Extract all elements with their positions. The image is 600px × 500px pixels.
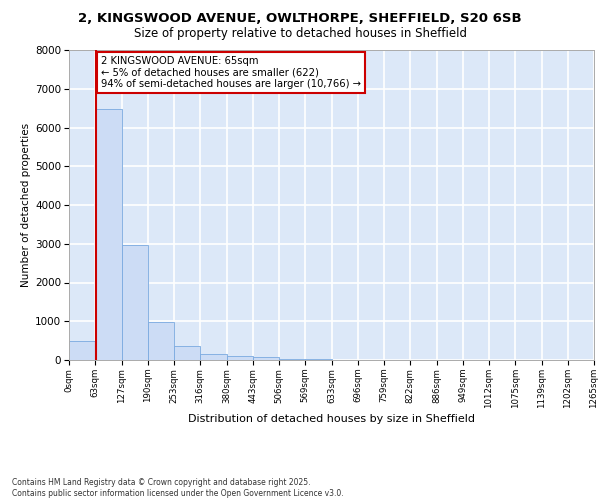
- Bar: [148, 322, 174, 360]
- Text: 2, KINGSWOOD AVENUE, OWLTHORPE, SHEFFIELD, S20 6SB: 2, KINGSWOOD AVENUE, OWLTHORPE, SHEFFIEL…: [78, 12, 522, 26]
- Text: Contains HM Land Registry data © Crown copyright and database right 2025.
Contai: Contains HM Land Registry data © Crown c…: [12, 478, 344, 498]
- Bar: [95, 109, 122, 360]
- Bar: [253, 357, 279, 360]
- Text: Size of property relative to detached houses in Sheffield: Size of property relative to detached ho…: [133, 28, 467, 40]
- Bar: [279, 359, 305, 360]
- Bar: [200, 354, 227, 360]
- Bar: [227, 356, 253, 360]
- Bar: [122, 245, 148, 360]
- X-axis label: Distribution of detached houses by size in Sheffield: Distribution of detached houses by size …: [188, 414, 475, 424]
- Bar: [69, 340, 95, 360]
- Y-axis label: Number of detached properties: Number of detached properties: [21, 123, 31, 287]
- Text: 2 KINGSWOOD AVENUE: 65sqm
← 5% of detached houses are smaller (622)
94% of semi-: 2 KINGSWOOD AVENUE: 65sqm ← 5% of detach…: [101, 56, 361, 89]
- Bar: [174, 346, 200, 360]
